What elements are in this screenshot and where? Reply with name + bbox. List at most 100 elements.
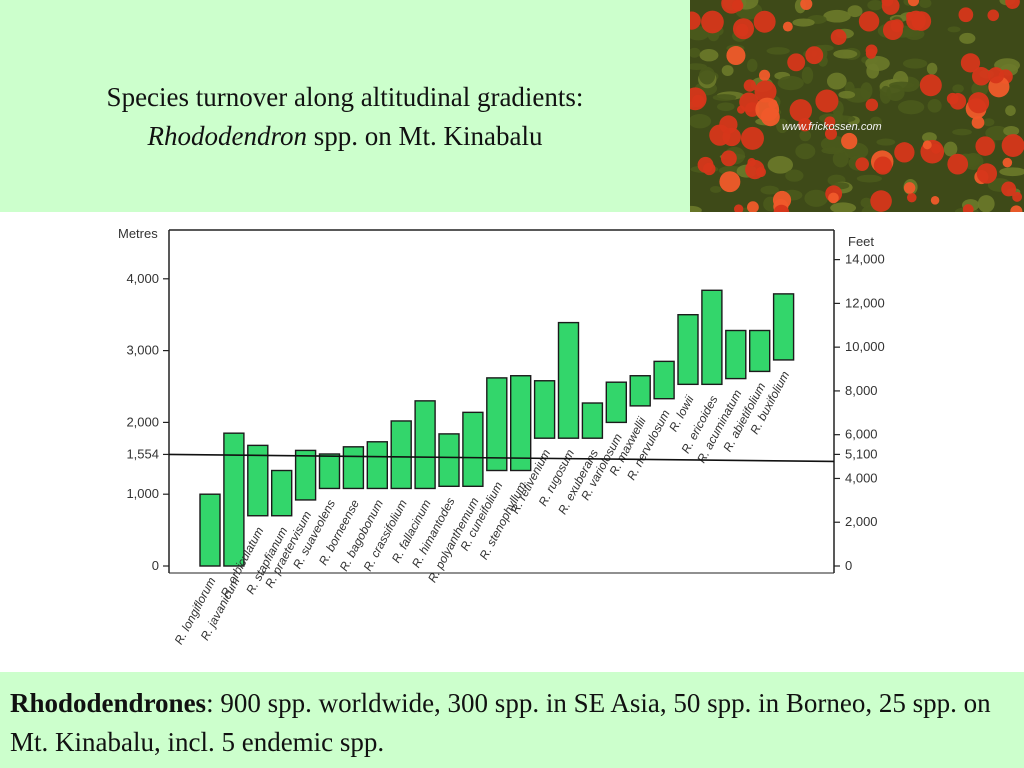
flower-shape	[1001, 134, 1024, 157]
rhododendron-photo: www.frickossen.com	[690, 0, 1024, 215]
flower-shape	[755, 166, 766, 178]
right-tick-label: 6,000	[845, 427, 878, 442]
flower-shape	[754, 80, 777, 103]
leaf-shape	[959, 32, 976, 44]
flower-shape	[1012, 191, 1023, 202]
flower-shape	[758, 69, 771, 81]
range-bar	[725, 329, 747, 380]
flower-shape	[789, 99, 813, 122]
right-tick-label: 2,000	[845, 514, 878, 529]
title-block: Species turnover along altitudinal gradi…	[0, 0, 690, 212]
flower-shape	[755, 97, 780, 122]
flower-shape	[946, 92, 959, 105]
flower-shape	[960, 53, 981, 73]
leaf-shape	[690, 114, 712, 129]
flower-shape	[972, 67, 991, 86]
leaf-shape	[897, 100, 925, 115]
flower-shape	[911, 11, 932, 31]
leaf-shape	[947, 26, 961, 33]
flower-shape	[987, 67, 1005, 84]
left-tick-label: 0	[152, 558, 159, 573]
caption-bold: Rhododendrones	[10, 688, 207, 718]
leaf-shape	[792, 18, 815, 27]
flower-shape	[830, 29, 847, 45]
right-tick-label: 12,000	[845, 295, 885, 310]
flower-shape	[906, 11, 915, 21]
leaf-shape	[982, 118, 995, 127]
range-bar	[772, 293, 795, 361]
flower-shape	[800, 0, 813, 11]
range-bar	[749, 329, 771, 373]
leaf-shape	[832, 110, 844, 126]
leaf-shape	[801, 66, 814, 84]
slide-title-line2: Rhododendron spp. on Mt. Kinabalu	[0, 121, 690, 152]
flower-shape	[903, 182, 916, 194]
flower-shape	[1002, 157, 1013, 168]
leaf-shape	[795, 143, 816, 160]
range-bar	[414, 400, 436, 490]
rhododendron-flowers-image	[690, 0, 1024, 215]
flower-shape	[858, 11, 880, 32]
flower-shape	[841, 132, 858, 150]
flower-shape	[865, 98, 879, 112]
leaf-shape	[799, 129, 812, 142]
flower-shape	[968, 92, 990, 114]
flower-shape	[828, 192, 839, 204]
leaf-shape	[876, 138, 896, 146]
range-bar	[510, 375, 532, 472]
flower-shape	[894, 142, 915, 163]
range-bar	[318, 453, 341, 490]
leaf-shape	[869, 116, 882, 128]
flower-shape	[719, 171, 741, 193]
flower-shape	[922, 140, 932, 150]
flower-shape	[701, 10, 724, 34]
range-bar	[342, 446, 365, 490]
right-axis-label: Feet	[848, 234, 874, 249]
leaf-shape	[826, 72, 847, 90]
range-bar	[486, 377, 508, 472]
leaf-shape	[710, 186, 722, 193]
right-tick-label: 8,000	[845, 383, 878, 398]
leaf-shape	[1005, 105, 1016, 116]
range-bar	[247, 444, 269, 517]
flower-shape	[690, 11, 701, 30]
leaf-shape	[833, 49, 858, 59]
right-tick-label: 0	[845, 558, 852, 573]
caption-box: Rhododendrones: 900 spp. worldwide, 300 …	[0, 672, 1024, 768]
leaf-shape	[760, 185, 779, 195]
right-tick-label: 4,000	[845, 470, 878, 485]
left-axis-label: Metres	[118, 226, 158, 241]
leaf-shape	[1003, 125, 1020, 136]
leaf-shape	[690, 47, 701, 58]
leaf-shape	[767, 156, 794, 174]
left-tick-label: 2,000	[126, 414, 159, 429]
flower-shape	[726, 46, 746, 66]
leaf-shape	[776, 118, 789, 134]
range-bar	[701, 289, 723, 386]
flower-shape	[930, 196, 940, 205]
flower-shape	[906, 192, 917, 203]
leaf-shape	[927, 99, 942, 113]
range-bar	[462, 411, 484, 488]
flower-shape	[747, 201, 759, 214]
left-tick-label: 4,000	[126, 271, 159, 286]
flower-shape	[855, 157, 869, 171]
flower-shape	[733, 204, 744, 214]
flower-shape	[805, 46, 824, 65]
flower-shape	[697, 156, 714, 173]
range-bar	[199, 493, 221, 567]
range-bar	[653, 360, 675, 400]
range-bar	[270, 469, 293, 517]
leaf-shape	[804, 189, 828, 207]
range-bar	[294, 449, 317, 501]
leaf-shape	[821, 147, 846, 155]
flower-shape	[720, 150, 737, 167]
flower-shape	[930, 143, 942, 154]
flower-shape	[787, 53, 806, 72]
photo-credit: www.frickossen.com	[782, 121, 882, 133]
leaf-shape	[919, 0, 932, 9]
flower-shape	[975, 136, 995, 156]
range-bar	[581, 402, 604, 439]
flower-shape	[987, 9, 1000, 22]
title-rest: spp. on Mt. Kinabalu	[306, 121, 543, 151]
